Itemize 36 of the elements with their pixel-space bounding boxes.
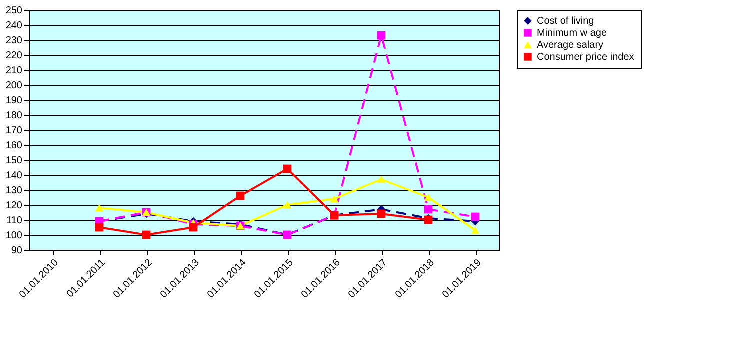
point	[283, 164, 292, 174]
y-tick-label: 180	[6, 110, 23, 122]
point	[377, 210, 386, 218]
point	[471, 226, 480, 234]
y-tick-label: 160	[6, 140, 23, 152]
legend-label: Cost of living	[537, 16, 594, 27]
y-tick-label: 230	[6, 36, 23, 46]
legend-label: Minimum w age	[537, 28, 608, 39]
point	[424, 205, 433, 214]
y-tick-label: 110	[6, 216, 23, 226]
y-tick-label: 90	[11, 246, 23, 256]
y-tick-label: 240	[6, 20, 23, 32]
y-tick-label: 170	[6, 126, 23, 136]
point	[471, 212, 480, 222]
y-tick-label: 200	[6, 80, 23, 92]
point	[330, 195, 339, 203]
point	[377, 176, 386, 184]
y-tick-label: 100	[6, 230, 23, 242]
point	[377, 31, 386, 40]
y-tick-label: 210	[6, 66, 23, 76]
y-tick-label: 130	[6, 186, 23, 196]
point	[424, 194, 433, 202]
y-tick-label: 220	[6, 50, 23, 62]
point	[236, 192, 245, 200]
point	[142, 230, 151, 240]
y-tick-label: 190	[6, 96, 23, 106]
point	[283, 201, 292, 209]
legend-label: Consumer price index	[537, 52, 634, 63]
point	[189, 223, 198, 232]
point	[95, 204, 104, 212]
y-tick-label: 120	[6, 200, 23, 212]
legend-label: Average salary	[537, 40, 604, 51]
y-tick-label: 140	[6, 170, 23, 182]
y-tick-label: 250	[6, 6, 23, 16]
y-tick-label: 150	[6, 156, 23, 166]
point	[95, 223, 104, 232]
